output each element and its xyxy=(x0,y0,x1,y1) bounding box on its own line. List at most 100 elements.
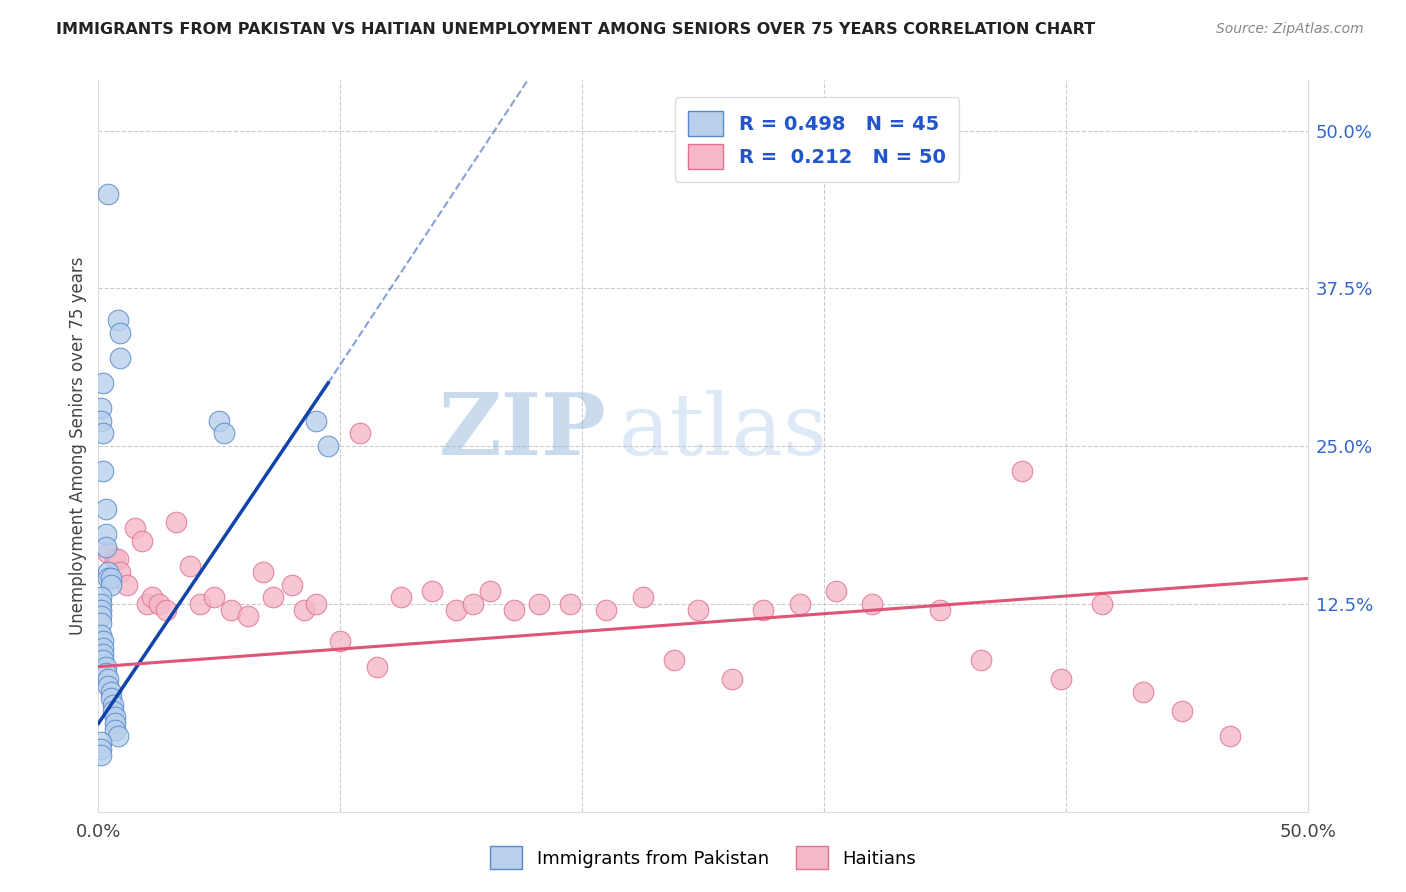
Point xyxy=(108,326,131,340)
Point xyxy=(420,584,443,599)
Point xyxy=(860,597,883,611)
Point xyxy=(789,597,811,611)
Point xyxy=(90,615,112,630)
Point xyxy=(91,426,114,441)
Point xyxy=(212,426,235,441)
Point xyxy=(825,584,848,599)
Text: ZIP: ZIP xyxy=(439,390,606,474)
Point xyxy=(752,603,775,617)
Point xyxy=(281,578,304,592)
Point xyxy=(97,571,120,585)
Point xyxy=(100,571,122,585)
Text: atlas: atlas xyxy=(619,390,828,473)
Point xyxy=(94,502,117,516)
Point xyxy=(188,597,211,611)
Point xyxy=(100,578,122,592)
Text: Source: ZipAtlas.com: Source: ZipAtlas.com xyxy=(1216,22,1364,37)
Point xyxy=(1050,673,1073,687)
Point xyxy=(104,710,127,724)
Point xyxy=(208,414,231,428)
Point xyxy=(141,591,163,605)
Point xyxy=(595,603,617,617)
Point xyxy=(94,540,117,554)
Point xyxy=(221,603,243,617)
Point xyxy=(366,659,388,673)
Legend: Immigrants from Pakistan, Haitians: Immigrants from Pakistan, Haitians xyxy=(481,838,925,879)
Point xyxy=(662,653,685,667)
Point xyxy=(204,591,226,605)
Point xyxy=(100,691,122,706)
Point xyxy=(688,603,710,617)
Point xyxy=(94,527,117,541)
Point xyxy=(91,640,114,655)
Point xyxy=(100,685,122,699)
Point xyxy=(101,698,124,712)
Point xyxy=(292,603,315,617)
Point xyxy=(90,609,112,624)
Point xyxy=(90,603,112,617)
Point xyxy=(90,747,112,762)
Point xyxy=(97,673,120,687)
Point xyxy=(91,653,114,667)
Point xyxy=(117,578,139,592)
Point xyxy=(165,515,187,529)
Point xyxy=(90,735,112,749)
Point xyxy=(262,591,284,605)
Point xyxy=(631,591,654,605)
Point xyxy=(107,729,129,743)
Point xyxy=(97,546,120,560)
Point xyxy=(1132,685,1154,699)
Point xyxy=(90,591,112,605)
Point xyxy=(97,565,120,579)
Point xyxy=(131,533,153,548)
Point xyxy=(1171,704,1194,718)
Point xyxy=(90,741,112,756)
Point xyxy=(179,558,201,573)
Point xyxy=(155,603,177,617)
Point xyxy=(108,565,131,579)
Point xyxy=(97,186,120,201)
Point xyxy=(238,609,260,624)
Point xyxy=(124,521,146,535)
Point xyxy=(101,704,124,718)
Point xyxy=(252,565,274,579)
Point xyxy=(104,552,127,566)
Point xyxy=(349,426,371,441)
Point xyxy=(91,464,114,478)
Point xyxy=(970,653,993,667)
Point xyxy=(104,716,127,731)
Point xyxy=(90,401,112,416)
Point xyxy=(94,659,117,673)
Point xyxy=(389,591,412,605)
Point xyxy=(107,552,129,566)
Point xyxy=(479,584,502,599)
Point xyxy=(108,351,131,365)
Point xyxy=(446,603,468,617)
Text: IMMIGRANTS FROM PAKISTAN VS HAITIAN UNEMPLOYMENT AMONG SENIORS OVER 75 YEARS COR: IMMIGRANTS FROM PAKISTAN VS HAITIAN UNEM… xyxy=(56,22,1095,37)
Point xyxy=(94,665,117,680)
Point xyxy=(91,376,114,390)
Y-axis label: Unemployment Among Seniors over 75 years: Unemployment Among Seniors over 75 years xyxy=(69,257,87,635)
Point xyxy=(1219,729,1241,743)
Point xyxy=(929,603,952,617)
Point xyxy=(107,313,129,327)
Point xyxy=(135,597,157,611)
Point xyxy=(1011,464,1033,478)
Point xyxy=(90,414,112,428)
Point xyxy=(316,439,339,453)
Point xyxy=(90,597,112,611)
Point xyxy=(721,673,744,687)
Point xyxy=(305,414,328,428)
Point xyxy=(91,634,114,648)
Legend: R = 0.498   N = 45, R =  0.212   N = 50: R = 0.498 N = 45, R = 0.212 N = 50 xyxy=(675,97,959,182)
Point xyxy=(527,597,550,611)
Point xyxy=(463,597,485,611)
Point xyxy=(90,628,112,642)
Point xyxy=(104,723,127,737)
Point xyxy=(503,603,526,617)
Point xyxy=(558,597,581,611)
Point xyxy=(91,647,114,661)
Point xyxy=(329,634,352,648)
Point xyxy=(305,597,328,611)
Point xyxy=(1091,597,1114,611)
